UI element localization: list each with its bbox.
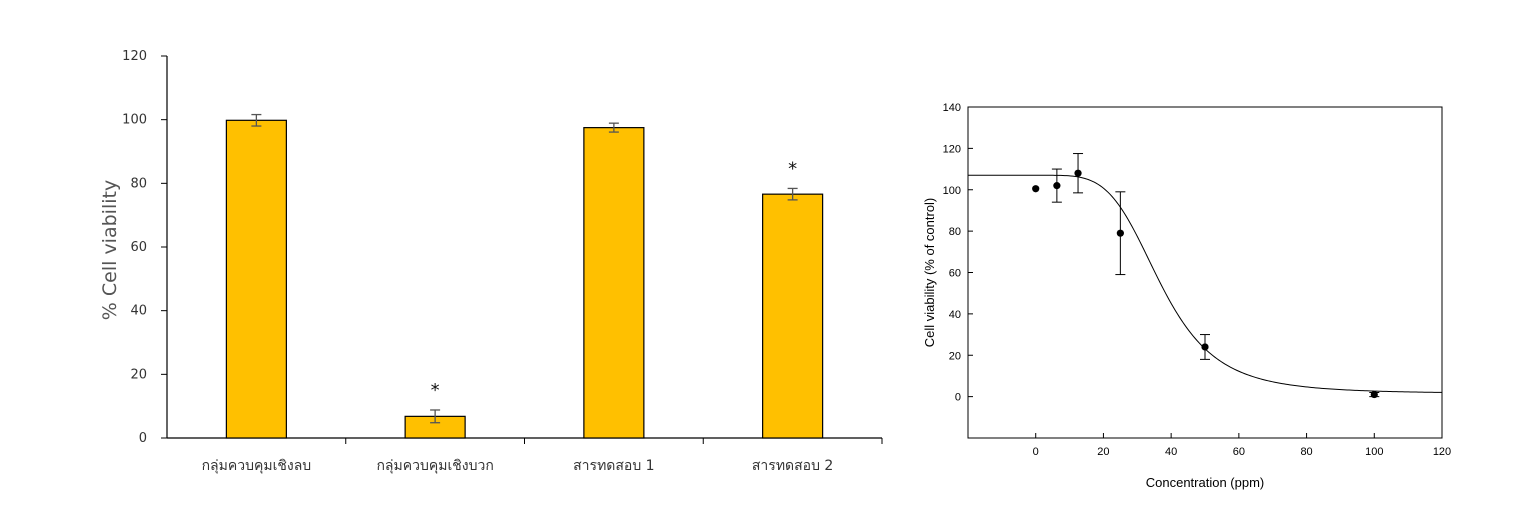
y-tick-label: 120 (943, 143, 961, 155)
significance-marker: * (788, 158, 797, 179)
y-tick-label: 0 (955, 392, 961, 404)
y-tick-label: 100 (943, 185, 961, 197)
y-tick-label: 120 (122, 49, 147, 64)
data-point (1074, 169, 1082, 177)
x-category-label: กลุ่มควบคุมเชิงลบ (202, 458, 312, 474)
x-tick-label: 80 (1300, 446, 1312, 458)
y-axis-label: Cell viability (% of control) (922, 198, 937, 348)
data-point (1370, 390, 1378, 399)
data-point (1032, 185, 1040, 193)
y-tick-label: 40 (130, 304, 147, 319)
y-tick-label: 60 (949, 268, 961, 280)
y-tick-label: 20 (949, 350, 961, 362)
data-point (1116, 229, 1124, 237)
data-point (1201, 343, 1209, 351)
dose-response-chart: 0 20 40 60 80 100 120 0 20 40 60 80 100 120 140 Concent… (922, 102, 1451, 490)
y-tick-label: 40 (949, 309, 961, 321)
x-category-label: สารทดสอบ 2 (752, 458, 833, 474)
y-tick-label: 80 (949, 226, 961, 238)
y-tick-label: 20 (130, 367, 147, 382)
x-tick-label: 120 (1433, 446, 1451, 458)
x-tick-label: 20 (1097, 446, 1109, 458)
y-tick-label: 0 (139, 431, 147, 446)
bar (762, 193, 824, 439)
y-tick-label: 80 (130, 176, 147, 191)
y-axis-label: % Cell viability (99, 180, 121, 320)
x-category-label: สารทดสอบ 1 (573, 458, 654, 474)
x-tick-label: 0 (1033, 446, 1039, 458)
x-tick-label: 60 (1233, 446, 1245, 458)
x-tick-label: 40 (1165, 446, 1177, 458)
plot-frame (967, 106, 1443, 439)
x-tick-label: 100 (1365, 446, 1383, 458)
y-tick-label: 140 (943, 102, 961, 114)
y-tick-label: 60 (130, 240, 147, 255)
x-axis-label: Concentration (ppm) (1146, 475, 1265, 490)
bar (225, 119, 287, 439)
y-tick-label: 100 (122, 113, 147, 128)
bar (583, 127, 645, 439)
bar-chart-cell-viability: 0 20 40 60 80 100 120 กลุ่มควบคุมเชิงลบ * กลุ่มคว… (99, 49, 883, 474)
x-category-label: กลุ่มควบคุมเชิงบวก (376, 458, 493, 474)
data-point (1053, 182, 1061, 190)
significance-marker: * (431, 380, 440, 401)
